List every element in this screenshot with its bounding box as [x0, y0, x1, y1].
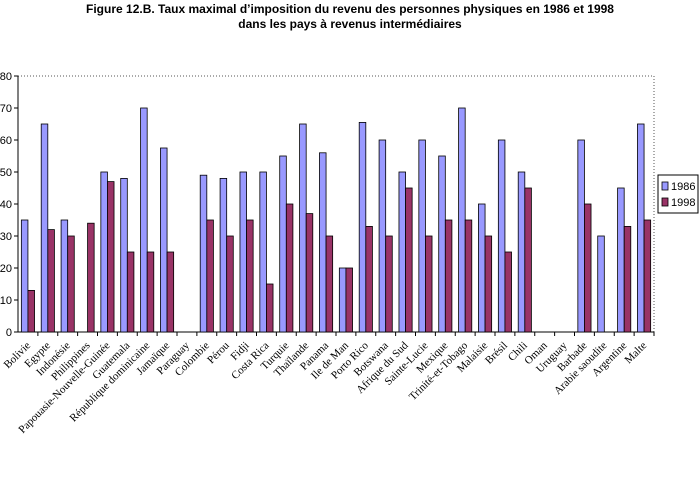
bar-1998-15 — [325, 235, 334, 333]
bar-1998-10 — [226, 235, 234, 333]
bar-1998-6 — [146, 251, 155, 333]
bar-1986-10 — [219, 177, 228, 333]
bar-1986-31 — [637, 123, 645, 333]
bar-1998-5 — [126, 251, 135, 333]
bar-1998-0 — [27, 289, 35, 333]
bar-1986-6 — [140, 107, 148, 333]
bar-1986-21 — [438, 155, 446, 333]
bar-1998-4 — [107, 181, 115, 333]
category-label: Brésil — [483, 340, 510, 367]
chart-bars — [20, 107, 652, 333]
chart-labels: BolivieEgypteIndonésiePhilippinesPapouas… — [2, 339, 650, 436]
bar-1986-11 — [239, 171, 247, 333]
bar-1998-21 — [444, 219, 453, 333]
chart-legend: 1986 1998 — [657, 174, 699, 214]
legend-label-1998: 1998 — [671, 197, 695, 209]
bar-1998-22 — [464, 219, 473, 333]
y-tick-label: 80 — [0, 71, 12, 83]
bar-1986-15 — [319, 152, 327, 333]
bar-1986-30 — [617, 187, 625, 333]
category-label: Pérou — [205, 339, 232, 366]
bar-1998-14 — [305, 213, 314, 333]
bar-1998-30 — [623, 225, 632, 333]
bar-1998-2 — [67, 235, 75, 333]
bar-1986-7 — [160, 147, 168, 333]
bar-1998-25 — [524, 187, 532, 333]
bar-1998-13 — [285, 203, 294, 333]
bar-1998-7 — [166, 251, 175, 333]
bar-1998-1 — [47, 229, 55, 333]
bar-1986-25 — [517, 171, 526, 333]
bar-1986-14 — [299, 123, 307, 333]
bar-1998-20 — [425, 235, 433, 333]
legend-swatch-1998 — [661, 197, 669, 207]
bar-1998-12 — [266, 283, 274, 333]
bar-1986-20 — [418, 139, 426, 333]
bar-1986-24 — [497, 139, 506, 333]
legend-label-1986: 1986 — [671, 181, 695, 193]
bar-1998-18 — [385, 235, 393, 333]
chart-title-line-1: Figure 12.B. Taux maximal d’imposition d… — [86, 2, 614, 16]
bar-1998-3 — [87, 222, 95, 333]
y-tick-label: 60 — [0, 135, 12, 147]
bar-1998-24 — [504, 251, 512, 333]
bar-1986-18 — [378, 139, 387, 333]
bar-1986-0 — [20, 219, 29, 333]
y-tick-label: 40 — [0, 199, 12, 211]
y-tick-label: 0 — [6, 327, 12, 339]
y-tick-label: 10 — [0, 295, 12, 307]
bar-1986-22 — [458, 107, 466, 333]
chart-title-line-2: dans les pays à revenus intermédiaires — [238, 17, 462, 31]
bar-1998-23 — [484, 235, 493, 333]
category-label: Malte — [623, 340, 650, 367]
chart-title: Figure 12.B. Taux maximal d’imposition d… — [0, 2, 700, 32]
bar-1998-16 — [345, 267, 353, 333]
bar-1986-1 — [40, 123, 49, 333]
y-tick-label: 70 — [0, 103, 12, 115]
bar-1998-11 — [246, 219, 254, 333]
y-tick-label: 30 — [0, 231, 12, 243]
bar-1986-17 — [358, 122, 367, 333]
y-tick-label: 20 — [0, 263, 12, 275]
bar-1986-23 — [478, 203, 486, 333]
bar-1986-28 — [577, 139, 585, 333]
bar-1986-5 — [120, 177, 128, 333]
bar-1986-9 — [199, 174, 208, 333]
bar-1998-9 — [206, 219, 214, 333]
bar-1986-2 — [60, 219, 69, 333]
bar-1998-31 — [643, 219, 652, 333]
legend-box — [657, 174, 699, 214]
bar-1998-17 — [365, 225, 373, 333]
y-tick-label: 50 — [0, 167, 12, 179]
bar-1986-16 — [338, 267, 347, 333]
legend-swatch-1986 — [661, 181, 669, 191]
bar-1986-13 — [279, 155, 287, 333]
bar-1986-29 — [597, 235, 605, 333]
bar-1986-19 — [398, 171, 406, 333]
bar-1998-28 — [584, 203, 592, 333]
bar-1986-12 — [259, 171, 267, 333]
bar-1998-19 — [405, 187, 413, 333]
bar-1986-4 — [100, 171, 108, 333]
